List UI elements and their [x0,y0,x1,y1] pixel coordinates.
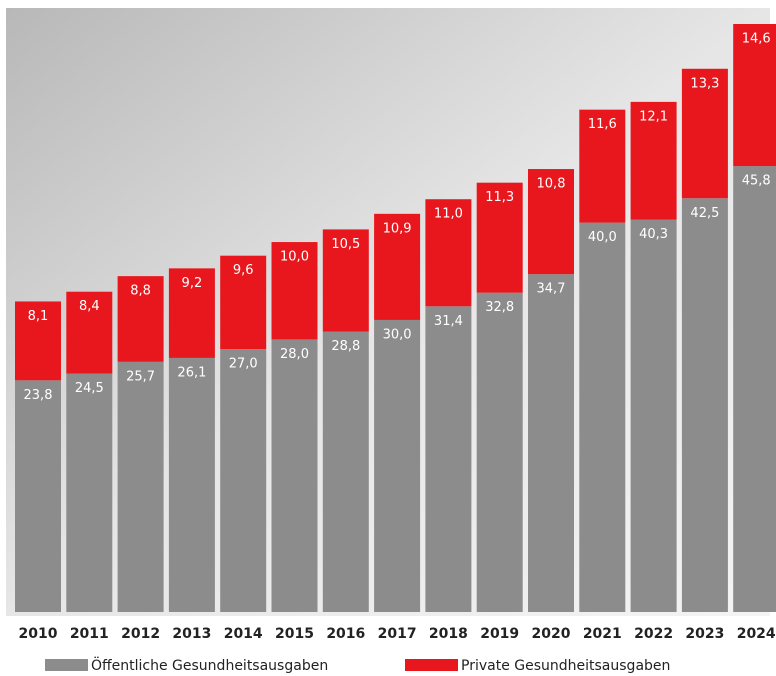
bar-segment [168,268,215,358]
x-tick-label: 2024 [737,626,776,642]
x-tick-label: 2022 [634,626,673,642]
x-tick-label: 2021 [583,626,622,642]
value-label: 10,5 [331,237,360,252]
value-label: 10,0 [280,250,309,265]
x-tick-label: 2015 [275,626,314,642]
value-label: 24,5 [75,381,104,396]
value-label: 23,8 [24,388,53,403]
bar-segment [528,169,574,275]
bar-segment [733,24,776,167]
x-tick-label: 2019 [480,626,519,642]
value-label: 11,3 [485,190,514,205]
legend-label: Private Gesundheitsausgaben [461,658,670,674]
bar-segment [66,291,113,374]
x-tick-label: 2013 [172,626,211,642]
x-tick-label: 2020 [532,626,571,642]
bar-segment [733,166,776,612]
x-tick-label: 2016 [326,626,365,642]
legend-swatch [45,659,88,671]
x-tick-label: 2010 [19,626,58,642]
value-label: 42,5 [690,206,719,221]
value-label: 8,8 [130,284,151,299]
value-label: 40,3 [639,227,668,242]
bar-segment [681,198,728,612]
value-label: 9,2 [182,276,203,291]
value-label: 9,6 [233,263,254,278]
bar-segment [15,301,61,381]
legend-swatch [405,659,458,671]
x-tick-label: 2011 [70,626,109,642]
bar-segment [271,339,318,612]
value-label: 27,0 [229,357,258,372]
x-tick-label: 2017 [378,626,417,642]
value-label: 25,7 [126,369,155,384]
value-label: 45,8 [742,174,771,189]
bar-segment [168,357,215,612]
bar-segment [476,182,523,293]
value-label: 11,0 [434,207,463,222]
bar-segment [322,229,369,332]
value-label: 28,8 [331,339,360,354]
x-tick-label: 2014 [224,626,263,642]
value-label: 40,0 [588,230,617,245]
x-tick-label: 2018 [429,626,468,642]
legend-label: Öffentliche Gesundheitsausgaben [91,656,328,674]
bar-segment [117,361,164,612]
x-tick-label: 2012 [121,626,160,642]
bar-segment [374,319,421,612]
value-label: 8,1 [28,309,49,324]
bar-segment [476,292,523,612]
bar-segment [322,331,369,612]
value-label: 12,1 [639,109,668,124]
value-label: 31,4 [434,314,463,329]
bar-segment [220,349,267,612]
bar-segment [579,109,626,223]
bar-segment [220,255,267,350]
value-label: 10,8 [537,177,566,192]
bar-segment [528,274,574,612]
bar-segment [66,373,113,612]
x-tick-label: 2023 [685,626,724,642]
value-label: 13,3 [690,76,719,91]
bar-segment [374,213,421,320]
value-label: 28,0 [280,347,309,362]
bar-segment [579,222,626,613]
bar-segment [271,242,318,340]
bar-segment [15,380,61,612]
value-label: 26,1 [177,365,206,380]
value-label: 8,4 [79,299,100,314]
bar-segment [681,68,728,199]
bar-segment [630,219,677,613]
bar-segment [425,306,472,612]
bar-segment [630,101,677,220]
value-label: 10,9 [383,221,412,236]
value-label: 14,6 [742,32,771,47]
value-label: 34,7 [537,282,566,297]
bar-segment [117,276,164,362]
bar-segment [425,199,472,307]
value-label: 11,6 [588,117,617,132]
value-label: 30,0 [383,327,412,342]
value-label: 32,8 [485,300,514,315]
